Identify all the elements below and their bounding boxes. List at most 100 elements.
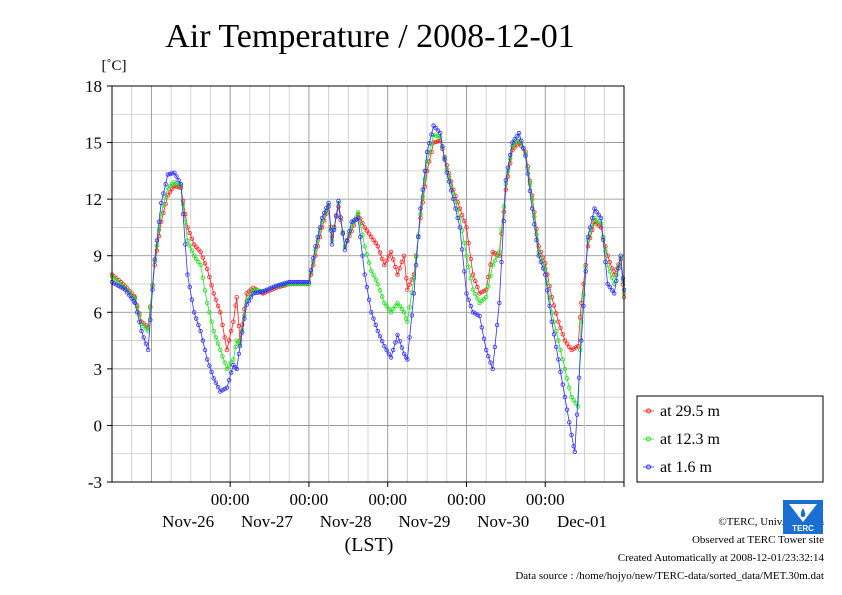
data-point [477,313,482,319]
data-point [349,225,354,230]
data-point [324,211,329,216]
data-point [122,287,128,292]
data-point [556,319,561,324]
data-point [612,291,617,296]
data-point [204,357,210,362]
data-point [413,262,419,268]
data-point [239,330,245,335]
x-tick-time-label: 00:00 [526,490,565,509]
data-point [462,240,467,246]
data-point [291,279,296,285]
series-2 [109,123,627,454]
data-point [473,278,478,284]
data-point [468,256,473,262]
data-point [218,310,223,315]
data-point [545,281,550,286]
data-point [191,253,197,258]
data-point [427,140,432,146]
data-point [512,141,517,146]
data-point [234,366,239,372]
data-point [213,335,219,340]
data-point [222,360,227,365]
x-tick-day-label: Nov-29 [398,512,450,531]
data-point [435,128,441,133]
data-point [416,234,421,240]
data-point [457,206,463,211]
data-point [293,279,298,285]
data-point [505,165,511,170]
data-point [143,341,149,346]
data-point [571,346,576,351]
data-point [202,288,208,293]
data-point [278,282,283,287]
data-point [154,238,160,243]
data-point [462,218,467,224]
data-point [384,303,389,309]
data-point [395,332,400,338]
data-point [567,385,572,390]
data-point [585,234,591,240]
data-point [329,242,335,247]
data-point [213,297,219,302]
data-point [399,259,405,265]
data-point [562,394,568,400]
data-point [167,171,173,177]
data-point [129,293,134,298]
data-point [556,357,561,362]
data-point [470,310,476,315]
legend-swatch-marker [646,464,651,470]
data-point [409,313,414,318]
data-point [176,184,181,190]
data-point [253,290,258,296]
data-point [587,230,593,236]
data-point [464,253,469,258]
data-point [377,334,383,339]
data-point [612,272,617,277]
data-point [598,215,604,221]
data-point [545,288,550,293]
data-point [228,328,234,334]
data-point [132,300,138,306]
data-point [176,178,181,183]
data-point [587,225,593,230]
data-point [231,362,236,368]
data-point [534,237,539,243]
data-point [571,444,576,449]
data-point [538,259,544,265]
data-point [614,278,619,284]
data-point [366,260,372,265]
data-point [331,227,337,233]
data-point [459,247,465,252]
data-point [510,140,515,145]
data-point [334,213,339,218]
data-point [265,287,270,292]
data-point [347,228,352,234]
data-point [209,319,214,324]
data-point [492,344,498,350]
data-point [141,323,146,329]
data-point [152,257,157,262]
data-point [134,310,140,315]
data-point [616,266,621,271]
data-point [554,311,559,316]
data-point [405,357,410,362]
data-point [207,363,212,368]
y-tick-label: 6 [94,303,103,322]
data-point [340,231,345,236]
data-point [200,275,205,280]
data-point [455,215,460,221]
y-tick-label: 0 [94,416,103,435]
data-point [269,285,274,290]
data-point [558,325,563,331]
data-point [429,132,434,137]
data-point [369,310,374,315]
data-point [399,306,405,312]
data-point [373,240,378,246]
x-tick-day-label: Nov-28 [320,512,372,531]
data-point [276,283,281,288]
data-point [448,188,454,193]
data-point [237,344,243,349]
data-point [488,360,493,365]
data-point [569,394,574,400]
data-point [185,272,190,277]
